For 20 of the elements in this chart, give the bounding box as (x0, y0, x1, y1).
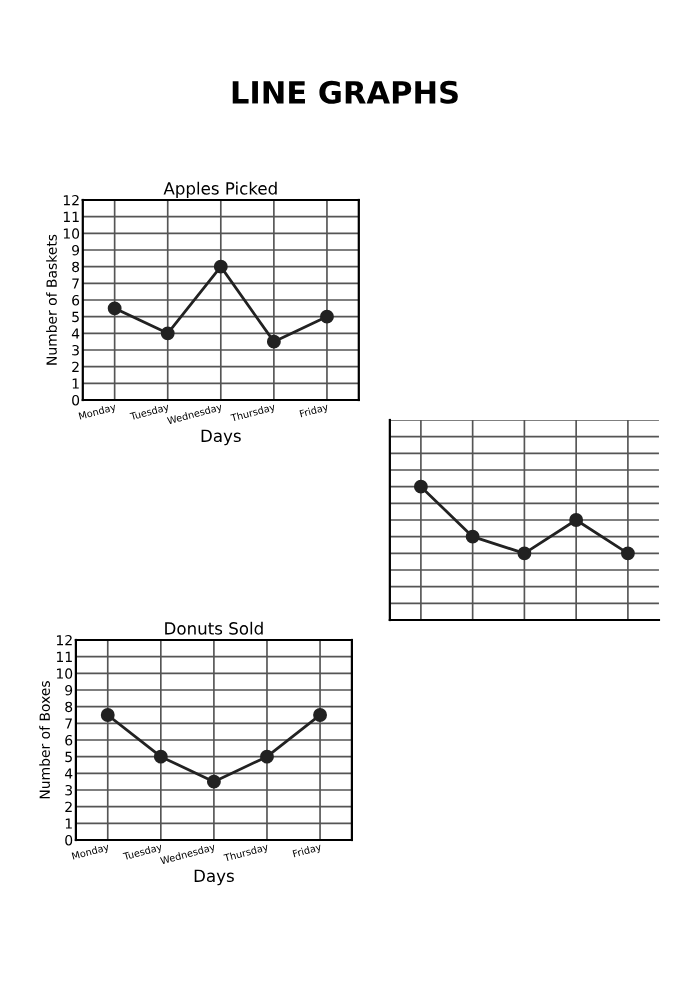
point (260, 749, 274, 764)
x-axis-title: Days (194, 869, 234, 886)
point (620, 546, 635, 561)
point (465, 529, 480, 544)
point (313, 708, 327, 722)
point (517, 546, 532, 561)
point (569, 513, 584, 527)
point (206, 774, 221, 789)
point (160, 326, 175, 341)
text: LINE GRAPHS (232, 80, 458, 104)
chart-title: Apples Picked (163, 181, 277, 198)
x-axis-title: Days (201, 429, 241, 446)
point (213, 259, 228, 274)
point (107, 301, 122, 316)
point (413, 479, 428, 494)
point (100, 708, 115, 722)
point (266, 334, 281, 349)
point (153, 749, 168, 764)
chart-title: Donuts Sold (165, 621, 263, 635)
point (320, 309, 334, 324)
